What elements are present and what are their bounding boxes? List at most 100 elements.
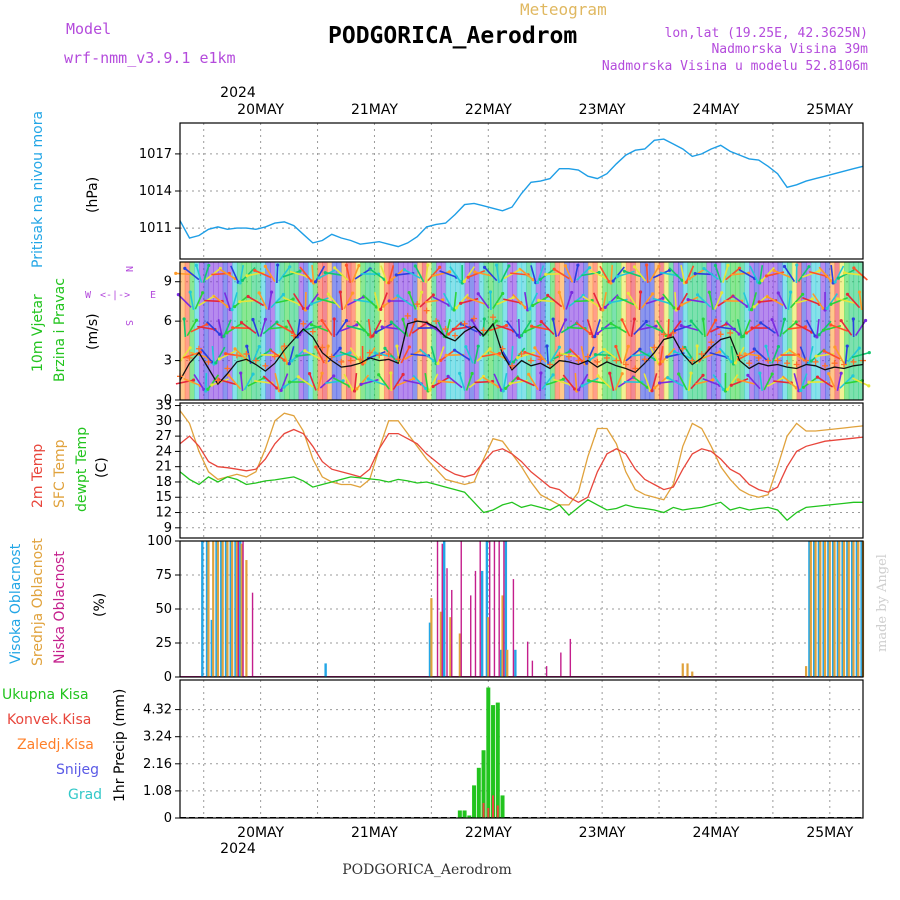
wind-arrow-head: [614, 344, 618, 349]
wind-arrow-head: [462, 279, 466, 284]
wind-arrow: [175, 272, 194, 276]
wind-arrow: [530, 265, 537, 283]
wind-arrow: [288, 346, 295, 364]
temp-label-3: dewpt Temp: [74, 427, 90, 512]
wind-arrow: [610, 322, 627, 334]
pressure-ytick-label: 1011: [139, 221, 172, 236]
wind-arrow: [371, 319, 382, 337]
cloud-bar: [229, 541, 232, 677]
wind-arrow: [818, 320, 832, 336]
cloud-bar: [251, 592, 254, 677]
wind-arrow-head: [296, 375, 300, 379]
wind-arrow: [477, 293, 490, 309]
wind-arrow-head: [620, 372, 624, 376]
wind-arrow: [447, 321, 463, 335]
wind-band: [796, 262, 802, 400]
cloud-ytick-label: 25: [155, 636, 172, 651]
wind-arrow: [562, 374, 576, 390]
wind-arrow: [540, 321, 555, 335]
wind-arrow-head: [758, 371, 762, 375]
top-date-label: 24MAY: [692, 102, 739, 118]
wind-arrow-head: [348, 351, 352, 355]
wind-arrow-head: [309, 279, 314, 283]
wind-arrow: [758, 264, 764, 284]
wind-arrow: [702, 351, 720, 359]
wind-band: [194, 262, 200, 400]
wind-arrow-head: [857, 290, 862, 294]
wind-arrow: [439, 270, 457, 278]
wind-arrow-head: [638, 347, 642, 351]
wind-arrow: [474, 271, 493, 277]
wind-arrow: [695, 379, 714, 385]
wind-arrow: [206, 321, 221, 335]
wind-arrow: [247, 377, 265, 387]
wind-arrow-head: [295, 354, 299, 358]
wind-arrow: [582, 295, 599, 307]
wind-arrow: [730, 345, 735, 365]
wind-arrow-head: [596, 374, 600, 378]
wind-arrow: [726, 374, 739, 390]
wind-arrow-head: [382, 304, 386, 308]
wind-arrow-head: [338, 346, 342, 350]
wind-band: [535, 262, 542, 400]
wind-arrow-head: [377, 373, 381, 377]
precip-conv-bar: [496, 805, 499, 818]
wind-arrow: [761, 266, 775, 282]
wind-arrow-head: [507, 264, 511, 268]
wind-band: [848, 262, 855, 400]
wind-arrow: [241, 267, 256, 281]
wind-arrow: [703, 267, 719, 281]
bottom-date-label: 20MAY: [237, 825, 284, 841]
wind-arrow-head: [396, 294, 400, 298]
wind-arrow: [844, 345, 849, 365]
wind-band: [208, 262, 214, 400]
wind-arrow: [500, 265, 510, 283]
wind-arrow: [467, 269, 486, 279]
wind-band: [554, 262, 561, 400]
wind-arrow: [546, 345, 549, 365]
wind-band: [829, 262, 836, 400]
wind-arrow: [308, 373, 317, 391]
wind-arrow-head: [230, 308, 234, 312]
wind-arrow-head: [338, 290, 342, 294]
precip-ytick-label: 4.32: [143, 703, 172, 718]
wind-band: [715, 262, 722, 400]
wind-arrow-head: [570, 290, 574, 295]
y-tick-labels: 1011101410170369912151821242730330255075…: [139, 147, 180, 826]
wind-arrow-head: [245, 274, 249, 278]
wind-arrow: [816, 318, 820, 338]
wind-arrow-head: [459, 301, 463, 305]
wind-band: [787, 262, 793, 400]
wind-arrow: [254, 269, 272, 279]
top-date-label: 21MAY: [351, 102, 398, 118]
precip-total-bar: [472, 785, 477, 818]
wind-arrow-head: [357, 264, 361, 268]
wind-arrow: [599, 265, 610, 283]
wind-arrow: [496, 324, 514, 332]
wind-arrow: [412, 374, 427, 390]
wind-arrow-head: [597, 270, 601, 275]
wind-arrow: [512, 293, 526, 309]
wind-arrow-head: [279, 388, 283, 393]
cloud-bar: [833, 541, 836, 677]
wind-arrow: [453, 291, 457, 311]
wind-arrow-head: [239, 371, 243, 375]
wind-arrow-head: [383, 346, 387, 350]
wind-arrow-head: [563, 318, 568, 322]
wind-arrow-head: [611, 279, 615, 283]
wind-arrow-head: [764, 274, 769, 278]
wind-arrow-head: [523, 350, 527, 354]
wind-arrow: [633, 320, 647, 336]
wind-arrow: [604, 294, 619, 308]
cloud-bar: [474, 570, 477, 677]
wind-arrow: [674, 291, 678, 311]
wind-arrow: [492, 293, 504, 309]
wind-arrow: [510, 272, 529, 276]
wind-arrow-head: [551, 373, 555, 377]
wind-arrow: [593, 319, 601, 337]
wind-arrow-head: [799, 388, 803, 393]
wind-arrow: [518, 267, 534, 281]
wind-arrow-head: [451, 327, 455, 331]
wind-arrow-head: [680, 303, 684, 307]
wind-arrow: [437, 346, 445, 364]
